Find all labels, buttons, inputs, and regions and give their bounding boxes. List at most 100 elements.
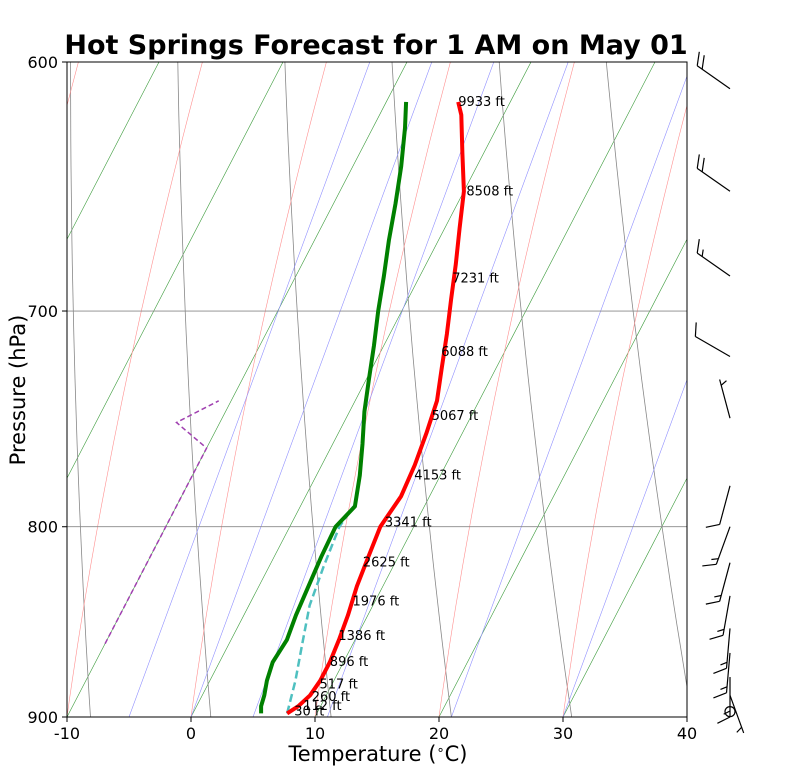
wind-barb: [729, 695, 745, 734]
height-label: 1976 ft: [353, 595, 400, 610]
y-axis-label: Pressure (hPa): [6, 315, 30, 466]
wind-barb: [705, 485, 731, 528]
x-tick-label: 0: [186, 724, 196, 743]
height-label: 112 ft: [303, 699, 341, 714]
x-axis-label: Temperature (∘C): [288, 742, 468, 766]
height-label: 6088 ft: [441, 345, 488, 360]
wind-barb-feather: [714, 594, 722, 598]
wind-barb: [696, 51, 731, 90]
height-label: 896 ft: [330, 655, 368, 670]
mixing-ratio-line: [128, 62, 371, 717]
wind-barb-staff: [729, 695, 745, 734]
wind-barb-staff: [695, 336, 731, 358]
isotherm-line: [562, 477, 687, 717]
x-axis-label-text: Temperature (: [288, 742, 437, 766]
wind-barb-feather: [696, 239, 700, 254]
y-tick-label: 900: [27, 708, 58, 727]
wind-barb-feather: [717, 628, 725, 632]
dry-adiabat-line: [284, 62, 332, 717]
mixing-ratio-line: [252, 62, 495, 717]
x-tick-label: 20: [429, 724, 449, 743]
wind-barb-staff: [715, 526, 731, 565]
wind-barb-feather: [736, 726, 743, 733]
dry-adiabat-line: [177, 62, 212, 717]
isotherm-line: [314, 62, 656, 717]
height-label: 9933 ft: [458, 95, 505, 110]
wind-barbs: [694, 51, 745, 734]
wind-barb-feather: [713, 667, 727, 675]
dry-adiabat-line: [70, 62, 91, 717]
wind-barb: [696, 239, 731, 277]
wind-barb-feather: [720, 661, 728, 666]
wind-barb-feather: [705, 523, 720, 528]
moist-adiabat-line: [314, 62, 451, 717]
wind-barb-staff: [725, 652, 731, 693]
mixing-ratio-line: [190, 62, 433, 717]
wind-barb-staff: [696, 167, 731, 192]
wind-barb-feather: [711, 558, 719, 561]
calm-wind-circle: [724, 706, 736, 718]
height-label: 4153 ft: [414, 468, 461, 483]
wind-barb-feather: [702, 563, 717, 567]
y-tick-label: 800: [27, 518, 58, 537]
wind-barb: [713, 628, 731, 675]
wind-barb-feather: [701, 55, 705, 70]
wind-barb: [696, 154, 731, 192]
wind-barb-feather: [717, 716, 731, 724]
dashed-profile-line: [104, 400, 220, 644]
plot-frame: [66, 61, 688, 718]
moist-adiabat-line: [438, 62, 575, 717]
height-label: 517 ft: [320, 677, 358, 692]
wind-barb-staff: [719, 379, 731, 419]
wind-barb-feather: [701, 249, 704, 257]
height-label: 260 ft: [312, 690, 350, 705]
wind-barb-feather: [694, 322, 697, 337]
x-tick-label: 40: [677, 724, 697, 743]
y-axis-ticks: 600 700 800 900: [27, 53, 67, 727]
x-axis-label-degree: ∘: [436, 743, 444, 758]
height-label: 3341 ft: [385, 516, 432, 531]
dry-adiabat-line: [605, 62, 687, 690]
wind-barb-feather: [701, 157, 705, 172]
wind-barb-staff: [719, 485, 731, 525]
isotherm-line: [438, 238, 687, 717]
wind-barb-feather: [696, 51, 700, 66]
wind-barb: [694, 322, 731, 358]
x-tick-label: 10: [305, 724, 325, 743]
x-axis-ticks: -10 0 10 20 30 40: [54, 717, 697, 743]
mixing-ratio-line: [451, 75, 687, 717]
x-tick-label: 30: [553, 724, 573, 743]
wind-barb: [709, 595, 731, 640]
height-labels: 9933 ft 8508 ft 7231 ft 6088 ft 5067 ft 4153 …: [294, 95, 513, 720]
y-tick-label: 700: [27, 302, 58, 321]
wind-barb: [713, 652, 731, 699]
wind-barb: [705, 562, 731, 605]
isotherm-line: [190, 62, 532, 717]
mixing-ratio-line: [562, 378, 687, 717]
wind-barb-feather: [709, 634, 724, 640]
wind-barb-staff: [696, 65, 731, 90]
height-label: 5067 ft: [432, 409, 479, 424]
dry-adiabat-line: [498, 62, 573, 717]
height-label: 8508 ft: [466, 184, 513, 199]
wind-barb-feather: [713, 692, 727, 699]
dry-adiabat-line: [391, 62, 452, 717]
x-axis-label-unit: C): [445, 742, 468, 766]
mixing-ratio-line: [327, 62, 569, 717]
wind-barb-feather: [723, 710, 731, 715]
y-tick-label: 600: [27, 53, 58, 72]
x-tick-label: -10: [54, 724, 80, 743]
wind-barb: [719, 379, 731, 419]
dry-adiabat-line: [714, 62, 801, 717]
chart-title: Hot Springs Forecast for 1 AM on May 01: [64, 30, 687, 61]
wind-barb-staff: [722, 595, 731, 636]
height-label: 7231 ft: [452, 271, 499, 286]
wind-barb: [702, 526, 731, 567]
wind-barb-feather: [720, 380, 727, 386]
height-label: 2625 ft: [363, 556, 410, 571]
wind-barb-feather: [720, 686, 728, 690]
isotherm-line: [67, 62, 284, 479]
wind-barb-staff: [696, 252, 731, 277]
parcel-path-line: [285, 505, 355, 714]
